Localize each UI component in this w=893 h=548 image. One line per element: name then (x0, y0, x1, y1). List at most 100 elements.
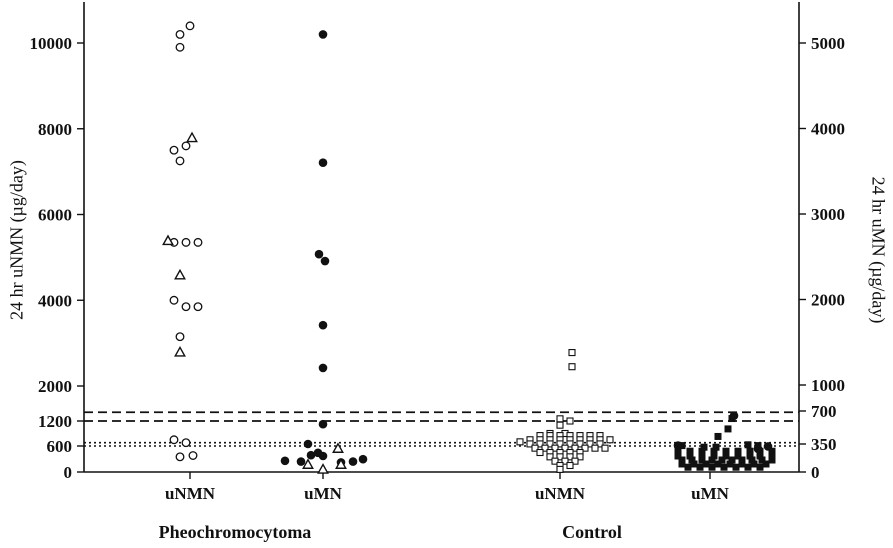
data-point-filled-circle (348, 457, 358, 466)
data-point-filled-circle (320, 256, 330, 266)
data-point-filled-square (738, 460, 746, 468)
right-tick-label: 700 (811, 402, 837, 421)
data-point-filled-circle (729, 411, 739, 421)
data-point-filled-square (674, 452, 682, 460)
right-tick-label: 5000 (811, 34, 845, 53)
data-point-open-square (566, 461, 574, 470)
data-point-filled-square (762, 460, 770, 468)
data-point-filled-square (718, 456, 726, 464)
data-point-open-square (536, 440, 544, 448)
data-point-open-square (576, 440, 584, 448)
data-point-filled-square (700, 443, 708, 451)
data-point-filled-square (708, 456, 716, 464)
data-point-filled-circle (314, 249, 324, 259)
right-tick-label: 0 (811, 463, 820, 482)
data-point-open-circle (181, 302, 191, 312)
data-point-open-square (566, 417, 574, 425)
group-label-pheochromocytoma: Pheochromocytoma (158, 522, 312, 542)
data-point-open-square (606, 436, 614, 444)
data-point-filled-square (768, 447, 776, 455)
data-point-open-circle (175, 452, 185, 462)
data-point-open-square (571, 444, 579, 452)
data-point-open-triangle (174, 268, 186, 280)
data-point-filled-square (696, 463, 704, 471)
data-point-open-circle (181, 141, 191, 151)
left-tick-label: 0 (64, 463, 73, 482)
data-point-filled-circle (306, 450, 316, 460)
x-tick-label: uMN (691, 484, 730, 503)
data-point-filled-circle (318, 158, 328, 167)
reference-lines (84, 411, 799, 447)
data-point-filled-square (744, 463, 752, 471)
data-point-open-square (536, 448, 544, 457)
data-point-open-square (581, 444, 589, 452)
data-point-open-square (551, 444, 559, 452)
data-point-filled-square (686, 452, 694, 460)
data-point-filled-circle (318, 419, 328, 429)
data-point-filled-square (698, 456, 706, 464)
left-tick-label: 600 (47, 437, 73, 456)
data-point-filled-square (722, 452, 730, 460)
data-point-filled-circle (280, 456, 290, 466)
data-point-open-square (556, 465, 564, 473)
data-point-open-square (566, 440, 574, 448)
data-point-open-square (531, 444, 539, 452)
data-point-open-square (571, 457, 579, 465)
data-point-open-square (556, 453, 564, 461)
data-point-open-square (596, 440, 604, 448)
data-point-open-triangle (174, 346, 186, 357)
data-point-open-square (561, 444, 569, 452)
data-point-open-circle (193, 237, 203, 247)
data-point-open-circle (169, 145, 179, 155)
axes (83, 2, 800, 473)
data-point-filled-square (674, 447, 682, 455)
data-point-open-square (541, 444, 549, 452)
data-point-filled-square (734, 447, 742, 455)
data-point-open-circle (169, 295, 179, 305)
data-point-filled-square (708, 463, 716, 471)
x-tick-label: uMN (304, 484, 343, 503)
data-point-filled-square (720, 463, 728, 471)
data-point-open-circle (188, 451, 198, 460)
right-tick-label: 4000 (811, 120, 845, 139)
data-point-open-circle (175, 29, 185, 39)
data-point-filled-square (712, 443, 720, 451)
data-point-open-square (526, 440, 534, 448)
data-point-filled-square (724, 425, 732, 433)
data-point-filled-square (710, 447, 718, 455)
data-point-open-circle (181, 237, 191, 247)
data-point-open-circle (175, 332, 185, 342)
right-tick-label: 3000 (811, 205, 845, 224)
left-tick-label: 2000 (38, 377, 72, 396)
data-point-open-triangle (317, 463, 329, 474)
data-point-filled-circle (318, 30, 328, 39)
data-point-filled-square (698, 447, 706, 455)
data-point-filled-square (678, 460, 686, 468)
data-point-filled-square (688, 456, 696, 464)
data-point-filled-circle (358, 454, 368, 464)
left-tick-label: 6000 (38, 206, 72, 225)
data-point-filled-square (698, 452, 706, 460)
data-point-open-square (561, 457, 569, 465)
data-points (162, 21, 776, 474)
data-point-filled-square (726, 460, 734, 468)
data-point-filled-square (756, 463, 764, 471)
data-point-open-square (566, 453, 574, 461)
left-tick-label: 1200 (38, 412, 72, 431)
right-tick-label: 1000 (811, 376, 845, 395)
data-point-filled-square (710, 452, 718, 460)
y-axis-label-right: 24 hr uMN (µg/day) (868, 176, 889, 324)
data-point-filled-square (714, 432, 722, 440)
data-point-open-square (601, 444, 609, 452)
data-point-filled-circle (303, 439, 313, 449)
data-point-filled-square (746, 452, 754, 460)
data-point-filled-square (750, 460, 758, 468)
tick-marks (77, 42, 806, 479)
data-point-filled-square (768, 452, 776, 460)
data-point-filled-square (686, 447, 694, 455)
data-point-filled-square (768, 456, 776, 464)
data-point-open-triangle (162, 234, 174, 246)
data-point-open-triangle (335, 458, 347, 469)
left-tick-label: 4000 (38, 291, 72, 310)
data-point-open-square (556, 440, 564, 448)
